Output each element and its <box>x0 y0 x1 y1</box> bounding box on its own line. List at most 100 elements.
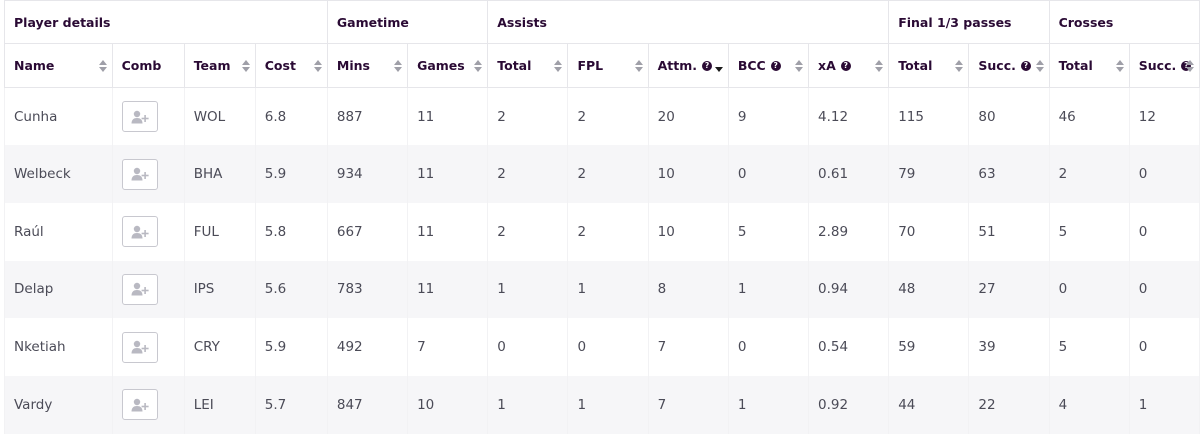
column-header-inner: Team <box>194 58 255 73</box>
sort-icon[interactable] <box>1186 59 1194 72</box>
sort-icon[interactable] <box>241 59 250 72</box>
cell-attm: 20 <box>647 87 729 146</box>
cell-fpl: 2 <box>567 145 649 203</box>
sort-icon[interactable] <box>313 59 322 72</box>
column-header-inner: Succ.? <box>978 58 1048 73</box>
column-header-games-5[interactable]: Games <box>407 43 489 88</box>
help-icon[interactable]: ? <box>770 60 781 71</box>
column-header-label: Cost <box>264 58 296 73</box>
cell-xa: 0.92 <box>807 375 890 434</box>
column-header-label: Games <box>417 58 465 73</box>
cell-cross-succ: 0 <box>1128 318 1200 376</box>
column-header-succ-14[interactable]: Succ.? <box>1128 43 1200 88</box>
cell-mins: 887 <box>326 87 409 146</box>
column-header-mins-4[interactable]: Mins <box>326 43 409 88</box>
cell-assists-total: 2 <box>487 145 569 203</box>
column-header-xa-10[interactable]: xA? <box>807 43 890 88</box>
column-header-total-13[interactable]: Total <box>1048 43 1130 88</box>
cell-mins: 667 <box>326 202 409 261</box>
cell-games: 11 <box>407 145 489 203</box>
add-to-comb-button[interactable] <box>121 101 158 133</box>
column-header-inner: Total <box>1059 58 1129 73</box>
column-header-name-0[interactable]: Name <box>4 43 113 88</box>
column-header-inner: Attm.? <box>658 58 728 73</box>
sort-descending-icon[interactable] <box>714 60 723 72</box>
sort-icon[interactable] <box>955 59 964 72</box>
column-header-label: Attm. <box>657 58 698 73</box>
add-to-comb-button[interactable] <box>121 158 158 190</box>
cell-cross-succ: 0 <box>1128 260 1200 319</box>
cell-games: 11 <box>407 87 489 146</box>
sort-icon[interactable] <box>474 59 483 72</box>
cell-cross-succ: 12 <box>1128 87 1200 146</box>
help-icon[interactable]: ? <box>1181 60 1192 71</box>
sort-icon[interactable] <box>634 59 643 72</box>
cell-f3-succ: 27 <box>968 260 1050 319</box>
sort-down-arrow-icon <box>554 66 563 72</box>
cell-team: IPS <box>183 260 256 319</box>
column-header-fpl-7[interactable]: FPL <box>567 43 649 88</box>
cell-cross-succ: 0 <box>1128 202 1200 261</box>
sort-up-arrow-icon <box>98 59 107 65</box>
column-header-inner: Total <box>898 58 968 73</box>
column-header-bcc-9[interactable]: BCC? <box>727 43 810 88</box>
column-header-inner: Cost <box>265 58 327 73</box>
add-to-comb-button[interactable] <box>121 389 158 421</box>
sort-icon[interactable] <box>394 59 403 72</box>
column-header-inner: xA? <box>818 58 888 73</box>
cell-cross-total: 5 <box>1048 202 1130 261</box>
column-header-inner: FPL <box>577 58 647 73</box>
sort-down-arrow-icon <box>313 66 322 72</box>
column-header-succ-12[interactable]: Succ.? <box>968 43 1050 88</box>
add-to-comb-button[interactable] <box>121 216 158 248</box>
sort-icon[interactable] <box>98 59 107 72</box>
column-header-total-6[interactable]: Total <box>487 43 569 88</box>
sort-icon[interactable] <box>795 59 803 72</box>
cell-f3-total: 48 <box>888 260 970 319</box>
sort-icon[interactable] <box>1115 59 1124 72</box>
cell-bcc: 1 <box>727 375 810 434</box>
sort-icon[interactable] <box>1035 59 1044 72</box>
column-header-inner: Mins <box>337 58 407 73</box>
add-user-icon <box>131 398 149 412</box>
sort-up-arrow-icon <box>474 59 483 65</box>
sort-icon[interactable] <box>875 59 884 72</box>
help-icon[interactable]: ? <box>1020 60 1031 71</box>
cell-team: WOL <box>183 87 256 146</box>
column-header-label: Comb <box>121 58 162 73</box>
add-to-comb-button[interactable] <box>121 273 158 305</box>
comb-cell <box>111 260 185 319</box>
column-header-attm-8[interactable]: Attm.? <box>647 43 729 88</box>
add-user-icon <box>131 110 149 124</box>
column-header-team-2[interactable]: Team <box>183 43 256 88</box>
help-icon[interactable]: ? <box>702 60 713 71</box>
sort-down-arrow-icon <box>1035 66 1044 72</box>
sort-down-arrow-icon <box>98 66 107 72</box>
cell-mins: 934 <box>326 145 409 203</box>
table-row: Vardy LEI 5.7 847 10 1 1 7 1 0.92 44 22 4 1 <box>4 375 1200 434</box>
cell-bcc: 0 <box>727 318 810 376</box>
column-header-label: Succ. <box>1138 58 1177 73</box>
sort-up-arrow-icon <box>554 59 563 65</box>
sort-up-arrow-icon <box>715 60 723 65</box>
cell-xa: 0.61 <box>807 145 890 203</box>
cell-f3-total: 115 <box>888 87 970 146</box>
column-header-cost-3[interactable]: Cost <box>254 43 328 88</box>
sort-up-arrow-icon <box>1035 59 1044 65</box>
add-user-icon <box>131 167 149 181</box>
sort-down-arrow-icon <box>795 66 803 72</box>
column-header-inner: Succ.? <box>1139 58 1199 73</box>
column-header-label: Team <box>193 58 231 73</box>
sort-icon[interactable] <box>554 59 563 72</box>
add-to-comb-button[interactable] <box>121 331 158 363</box>
help-icon[interactable]: ? <box>840 60 851 71</box>
cell-team: BHA <box>183 145 256 203</box>
cell-games: 7 <box>407 318 489 376</box>
group-header-player-details: Player details <box>4 0 328 44</box>
column-header-inner: BCC? <box>738 58 808 73</box>
cell-attm: 7 <box>647 375 729 434</box>
column-header-total-11[interactable]: Total <box>888 43 970 88</box>
sort-up-arrow-icon <box>1115 59 1124 65</box>
table-body: Cunha WOL 6.8 887 11 2 2 20 9 4.12 115 80 46 12 Welbec… <box>4 87 1200 434</box>
comb-cell <box>111 318 185 376</box>
